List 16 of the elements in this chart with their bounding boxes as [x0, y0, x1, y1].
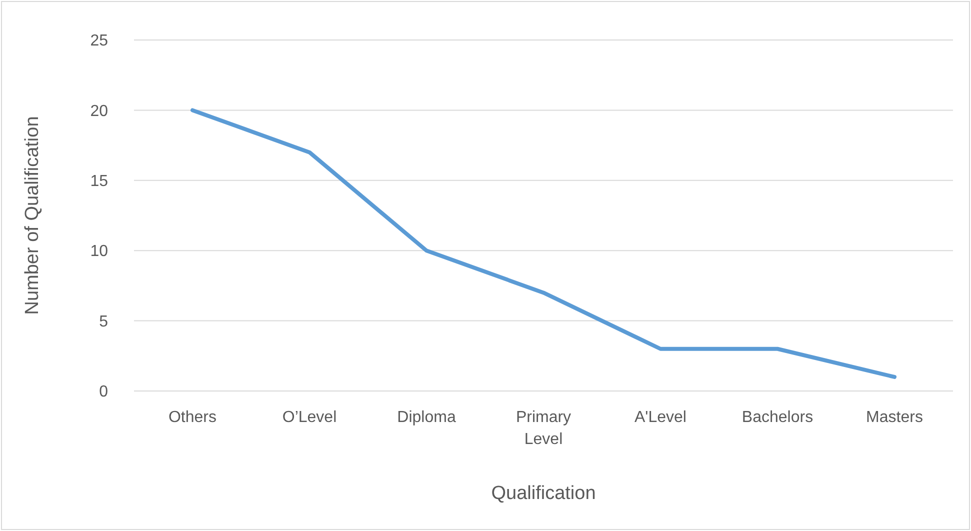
y-tick-label: 0	[99, 384, 108, 401]
x-tick-label: A'Level	[634, 409, 686, 426]
y-tick-label: 25	[90, 32, 108, 50]
y-tick-label: 5	[99, 313, 108, 330]
x-tick-label: Bachelors	[742, 409, 814, 426]
x-tick-label: O’Level	[282, 409, 337, 426]
y-tick-label: 20	[90, 102, 108, 120]
x-tick-label: Others	[168, 409, 217, 426]
y-axis-title: Number of Qualification	[22, 116, 43, 315]
y-tick-label: 15	[90, 173, 108, 190]
y-tick-label: 10	[90, 243, 108, 260]
x-tick-label: Primary Level	[516, 409, 572, 448]
x-tick-label: Diploma	[397, 409, 456, 426]
line-series	[190, 108, 896, 379]
x-axis-title: Qualification	[491, 483, 596, 504]
x-tick-label: Masters	[866, 409, 923, 426]
